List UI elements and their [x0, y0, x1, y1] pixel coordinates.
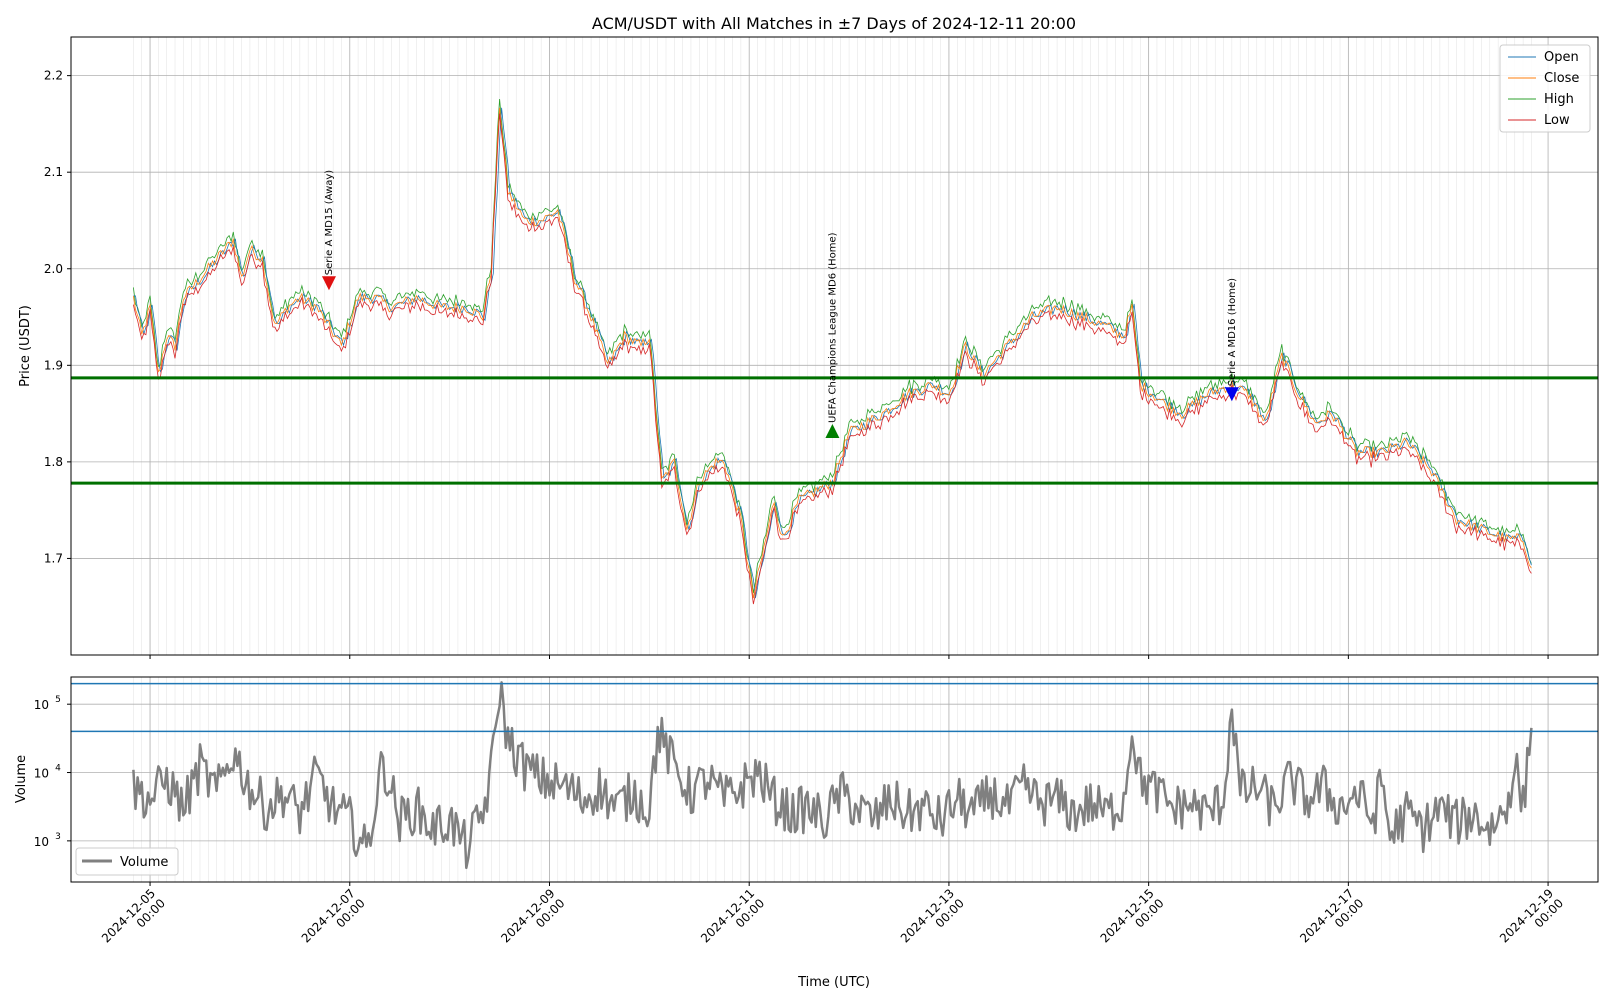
volume-reference-lines — [71, 682, 1598, 733]
volume-y-tick-base: 10 — [34, 767, 49, 781]
volume-y-tick-label: 10 — [34, 767, 49, 781]
volume-grid — [71, 677, 1598, 882]
series-line-volume — [132, 681, 1533, 870]
price-y-tick-label: 2.0 — [44, 262, 63, 276]
price-panel: Serie A MD15 (Away) UEFA Champions League… — [18, 36, 1599, 656]
price-plot-frame — [70, 36, 1599, 656]
volume-y-ticks: 10 3 10 4 10 5 — [34, 695, 71, 849]
volume-y-tick-base: 10 — [34, 835, 49, 849]
series-line-open — [133, 107, 1532, 599]
volume-plot-frame — [70, 676, 1599, 883]
price-y-tick-label: 1.7 — [44, 551, 63, 565]
price-y-tick-label: 1.9 — [44, 358, 63, 372]
volume-y-axis-label: Volume — [14, 755, 29, 803]
volume-y-tick-label: 10 — [34, 698, 49, 712]
price-y-ticks: 1.7 1.8 1.9 2.0 2.1 2.2 — [44, 69, 71, 565]
price-series — [133, 99, 1532, 605]
match-label: UEFA Champions League MD6 (Home) — [827, 232, 838, 423]
x-axis-label: Time (UTC) — [797, 975, 870, 990]
price-reference-lines — [71, 376, 1598, 485]
match-marker — [1224, 387, 1239, 402]
match-label: Serie A MD16 (Home) — [1227, 278, 1238, 386]
match-marker — [321, 276, 336, 291]
legend-label-volume: Volume — [120, 855, 168, 870]
legend-label-high: High — [1544, 92, 1574, 107]
volume-y-tick-label: 10 — [34, 835, 49, 849]
match-marker — [825, 423, 840, 438]
price-legend-box — [1499, 44, 1591, 133]
price-grid — [71, 37, 1598, 655]
legend-label-open: Open — [1544, 50, 1579, 65]
price-y-tick-label: 2.1 — [44, 165, 63, 179]
volume-y-tick-exponent: 3 — [55, 832, 61, 842]
volume-panel: 10 3 10 4 10 5 Volume Volume — [14, 676, 1599, 883]
price-y-axis-label: Price (USDT) — [18, 305, 33, 387]
match-label: Serie A MD15 (Away) — [324, 170, 335, 276]
volume-y-tick-base: 10 — [34, 698, 49, 712]
series-line-close — [133, 107, 1532, 599]
volume-y-tick-exponent: 4 — [55, 764, 61, 774]
volume-legend: Volume — [75, 847, 179, 876]
legend-label-close: Close — [1544, 71, 1579, 86]
volume-series — [132, 681, 1533, 870]
match-annotations: Serie A MD15 (Away) UEFA Champions League… — [321, 170, 1239, 438]
price-legend: Open Close High Low — [1499, 44, 1591, 133]
legend-label-low: Low — [1544, 113, 1570, 128]
volume-legend-box — [75, 847, 179, 876]
chart-title: ACM/USDT with All Matches in ±7 Days of … — [592, 14, 1076, 33]
price-y-tick-label: 1.8 — [44, 455, 63, 469]
volume-y-tick-exponent: 5 — [55, 695, 61, 705]
series-line-low — [133, 113, 1532, 605]
price-y-tick-label: 2.2 — [44, 69, 63, 83]
